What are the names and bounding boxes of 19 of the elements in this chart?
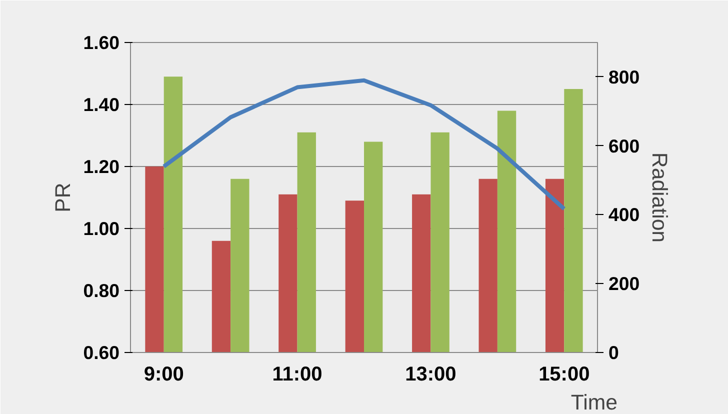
y-tick-label: 0.80 (83, 280, 120, 301)
y2-axis-title: Radiation (648, 152, 672, 243)
y-tick-label: 1.60 (83, 32, 120, 53)
y2-tick-label: 0 (608, 342, 619, 363)
x-tick-label: 11:00 (272, 364, 322, 386)
y-tick-label: 1.00 (83, 218, 120, 239)
y-tick-label: 1.40 (83, 94, 120, 115)
y2-tick-label: 400 (608, 204, 640, 226)
line-series (162, 78, 566, 211)
y-axis-title: PR (51, 182, 76, 212)
x-tick-label: 13:00 (405, 364, 456, 386)
y2-tick-label: 600 (608, 135, 640, 156)
y2-tick-label: 200 (608, 273, 640, 294)
x-tick-label: 15:00 (538, 364, 590, 386)
y-tick-label: 1.20 (83, 156, 120, 177)
y-tick-label: 0.60 (83, 342, 120, 363)
x-axis-title: Time (570, 390, 618, 414)
y2-tick-label: 800 (608, 66, 640, 88)
x-tick-label: 9:00 (144, 364, 184, 386)
